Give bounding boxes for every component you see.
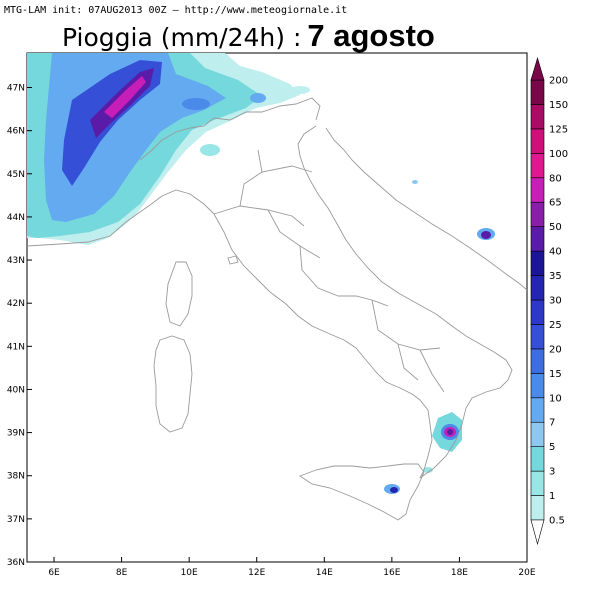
tyrrhenian-coast [213,213,433,479]
lat-tick-label: 46N [7,127,25,137]
colorbar-segment [530,104,545,130]
colorbar-label: 125 [549,124,568,135]
colorbar-segment [530,470,545,496]
longitude-axis: 6E 8E 10E 12E 14E 16E 18E 20E [48,557,536,578]
lon-tick-label: 6E [48,568,60,578]
elba-island [227,255,239,265]
lat-tick-label: 41N [7,342,25,352]
region-borders [213,149,445,393]
lat-tick-label: 40N [7,385,25,395]
init-info-line: MTG-LAM init: 07AUG2013 00Z — http://www… [4,5,348,16]
precip-adriatic-dot [412,180,418,184]
colorbar-label: 1 [549,491,555,502]
colorbar-segment [530,495,545,521]
precip-adriatic-cell-core [481,231,491,239]
ligurian-coast [27,189,215,247]
lat-tick-label: 47N [7,84,25,94]
precip-alps-patch-1 [182,98,210,110]
colorbar-segment [530,201,545,227]
sicily-coast [299,463,425,521]
lon-tick-label: 8E [116,568,128,578]
colorbar-label: 25 [549,320,562,331]
lon-tick-label: 10E [181,568,198,578]
colorbar-segment [530,373,545,399]
ionian-coast [419,335,513,479]
colorbar-label: 65 [549,198,562,209]
lat-tick-label: 42N [7,299,25,309]
lat-tick-label: 38N [7,472,25,482]
lon-tick-label: 14E [316,568,333,578]
title-variable: Pioggia (mm/24h) : [62,23,302,52]
precip-calabria-core [447,429,453,435]
corsica-coast [165,261,193,327]
colorbar-segment [530,153,545,179]
lat-tick-label: 39N [7,429,25,439]
colorbar-segment [530,324,545,350]
colorbar-bottom-arrow [530,519,545,546]
colorbar-segment [530,421,545,447]
colorbar-label: 7 [549,418,555,429]
lon-tick-label: 16E [383,568,400,578]
colorbar-label: 5 [549,442,555,453]
precip-hot-nw [104,76,146,118]
colorbar-label: 20 [549,344,562,355]
lat-tick-label: 37N [7,515,25,525]
colorbar-segment [530,397,545,423]
precip-east-alps-patch [290,86,310,94]
sardinia-coast [153,335,193,433]
northern-border [139,97,321,161]
colorbar-label: 35 [549,271,562,282]
colorbar-label: 10 [549,393,562,404]
colorbar-segment [530,275,545,301]
lat-tick-label: 44N [7,213,25,223]
colorbar-segment [530,348,545,374]
adriatic-coast [297,125,467,337]
colorbar-segment [530,446,545,472]
lat-tick-label: 45N [7,170,25,180]
balkan-coast [325,127,527,291]
colorbar-segment [530,299,545,325]
precip-po-patch [200,144,220,156]
precip-field [27,53,495,494]
colorbar-top-arrow [530,56,545,81]
lon-tick-label: 12E [248,568,265,578]
colorbar-label: 100 [549,149,568,160]
colorbar-label: 30 [549,296,562,307]
lon-tick-label: 20E [518,568,535,578]
colorbar-label: 40 [549,247,562,258]
colorbar-segment [530,177,545,203]
lat-tick-label: 43N [7,256,25,266]
colorbar-label: 50 [549,222,562,233]
coastlines-borders [27,97,527,521]
precip-alps-patch-2 [250,93,266,103]
colorbar-segment [530,79,545,105]
colorbar-segment [530,128,545,154]
colorbar-label: 80 [549,173,562,184]
map-title: Pioggia (mm/24h) :7 agosto [62,18,435,54]
lon-tick-label: 18E [451,568,468,578]
lat-tick-label: 36N [7,558,25,568]
colorbar-label: 3 [549,467,555,478]
precip-messina-patch [423,467,433,473]
colorbar-segment [530,250,545,276]
colorbar-label: 150 [549,100,568,111]
colorbar-label: 15 [549,369,562,380]
latitude-axis: 47N 46N 45N 44N 43N 42N 41N 40N 39N 38N 37N 36N [7,84,32,568]
precip-sicily-core [390,487,398,493]
colorbar-segment [530,226,545,252]
colorbar-label: 200 [549,76,568,87]
colorbar-label: 0.5 [549,516,565,527]
title-date: 7 agosto [307,18,435,53]
